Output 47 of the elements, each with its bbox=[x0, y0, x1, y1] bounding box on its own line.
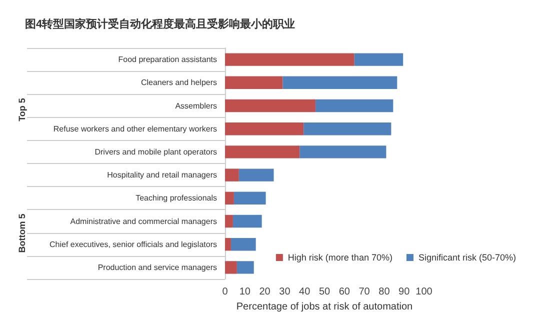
bar bbox=[225, 122, 304, 136]
x-tick-label: 30 bbox=[279, 286, 291, 298]
x-tick-label: 90 bbox=[398, 286, 410, 298]
bar bbox=[282, 76, 398, 90]
x-tick-label: 10 bbox=[239, 286, 251, 298]
y-tick-label: Teaching professionals bbox=[136, 194, 217, 203]
bar bbox=[225, 99, 316, 112]
bar bbox=[230, 238, 256, 251]
y-tick-label: Refuse workers and other elementary workers bbox=[53, 124, 217, 134]
legend-label: Significant risk (50-70%) bbox=[418, 252, 516, 262]
bar bbox=[236, 261, 254, 274]
y-tick-label: Production and service managers bbox=[98, 262, 217, 272]
y-tick-label: Hospitality and retail managers bbox=[107, 170, 217, 180]
text: Bottom 5 bbox=[17, 214, 27, 253]
bar bbox=[225, 214, 233, 228]
x-tick-label: 50 bbox=[318, 286, 330, 298]
y-tick-label: Chief executives, senior officials and legislators bbox=[50, 240, 217, 249]
y-tick-label: Food preparation assistants bbox=[118, 55, 217, 64]
x-tick-label: 70 bbox=[358, 286, 370, 298]
bar bbox=[225, 53, 354, 66]
bar bbox=[234, 192, 266, 205]
x-tick-label: 80 bbox=[378, 286, 390, 298]
x-tick-label: 40 bbox=[299, 286, 311, 298]
y-tick-label: Drivers and mobile plant operators bbox=[94, 147, 217, 156]
x-tick-label: 20 bbox=[259, 286, 271, 298]
text: Top 5 bbox=[17, 98, 27, 122]
bar bbox=[225, 168, 239, 182]
y-tick-label: Assemblers bbox=[175, 101, 217, 110]
bar bbox=[316, 99, 394, 112]
chart-title: 图4转型国家预计受自动化程度最高且受影响最小的职业 bbox=[25, 18, 296, 30]
bar bbox=[225, 238, 231, 251]
bar bbox=[225, 76, 283, 90]
y-tick-label: Administrative and commercial managers bbox=[70, 216, 217, 226]
bar bbox=[225, 261, 237, 274]
bar bbox=[225, 146, 300, 158]
y-tick-label: Cleaners and helpers bbox=[140, 78, 217, 88]
bar bbox=[304, 122, 392, 136]
x-tick-label: 60 bbox=[338, 286, 350, 298]
bar bbox=[238, 168, 274, 182]
x-axis-title: Percentage of jobs at risk of automation bbox=[236, 301, 413, 312]
x-tick-label: 0 bbox=[222, 286, 228, 298]
bar bbox=[300, 146, 386, 158]
legend-label: High risk (more than 70%) bbox=[288, 252, 392, 262]
x-tick-label: 100 bbox=[416, 286, 433, 298]
bar bbox=[225, 192, 234, 205]
bar bbox=[232, 214, 262, 228]
bar bbox=[354, 53, 404, 66]
